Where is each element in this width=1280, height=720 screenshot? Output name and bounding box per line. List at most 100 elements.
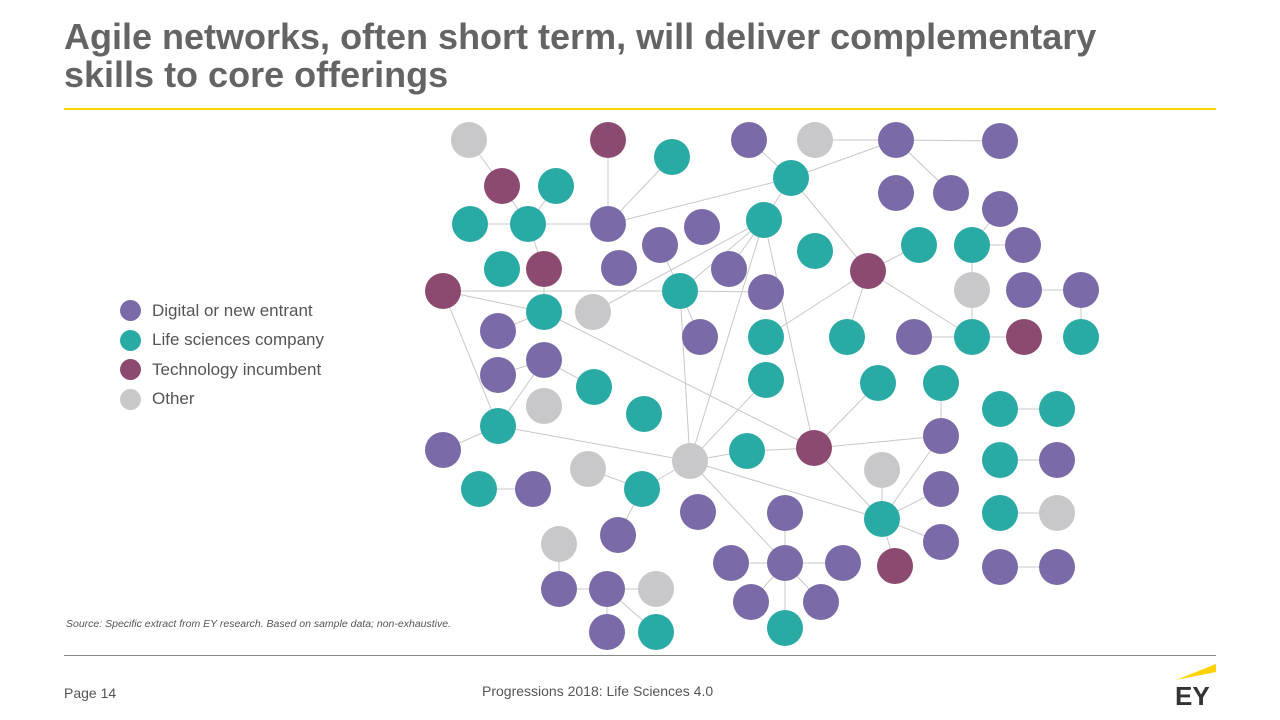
- network-node: [877, 548, 913, 584]
- network-edge: [442, 290, 499, 427]
- network-node: [954, 319, 990, 355]
- legend-swatch: [120, 329, 141, 351]
- network-node: [538, 168, 574, 204]
- network-node: [731, 122, 767, 158]
- network-node: [570, 451, 606, 487]
- network-edge: [689, 379, 767, 462]
- legend: Digital or new entrant Life sciences comp…: [120, 296, 324, 414]
- network-node: [642, 227, 678, 263]
- network-node: [575, 294, 611, 330]
- network-node: [601, 250, 637, 286]
- network-node: [825, 545, 861, 581]
- network-edge: [689, 219, 765, 462]
- network-node: [773, 160, 809, 196]
- network-node: [748, 362, 784, 398]
- network-node: [1063, 272, 1099, 308]
- source-note: Source: Specific extract from EY researc…: [66, 618, 452, 630]
- network-node: [767, 545, 803, 581]
- network-node: [1006, 319, 1042, 355]
- network-node: [1063, 319, 1099, 355]
- network-node: [982, 191, 1018, 227]
- network-node: [982, 549, 1018, 585]
- network-node: [901, 227, 937, 263]
- network-node: [748, 274, 784, 310]
- network-node: [748, 319, 784, 355]
- network-node: [541, 526, 577, 562]
- network-node: [1006, 272, 1042, 308]
- network-node: [1039, 391, 1075, 427]
- network-node: [425, 432, 461, 468]
- title: Agile networks, often short term, will d…: [64, 16, 1097, 95]
- network-node: [526, 388, 562, 424]
- network-node: [526, 342, 562, 378]
- network-node: [480, 408, 516, 444]
- network-node: [1005, 227, 1041, 263]
- network-node: [850, 253, 886, 289]
- network-node: [654, 139, 690, 175]
- network-node: [878, 122, 914, 158]
- network-node: [982, 495, 1018, 531]
- network-edge: [543, 311, 815, 449]
- network-node: [767, 495, 803, 531]
- network-node: [638, 614, 674, 650]
- network-node: [590, 206, 626, 242]
- network-edge: [790, 177, 869, 272]
- network-node: [484, 168, 520, 204]
- network-edge: [689, 460, 786, 564]
- network-node: [515, 471, 551, 507]
- network-node: [526, 294, 562, 330]
- network-node: [672, 443, 708, 479]
- network-node: [680, 494, 716, 530]
- network-node: [526, 251, 562, 287]
- network-node: [982, 123, 1018, 159]
- network-node: [954, 227, 990, 263]
- publication: Progressions 2018: Life Sciences 4.0: [482, 683, 714, 699]
- network-node: [600, 517, 636, 553]
- network-edge: [607, 177, 792, 225]
- network-node: [829, 319, 865, 355]
- network-node: [803, 584, 839, 620]
- network-edge: [763, 219, 815, 449]
- network-edge: [497, 425, 691, 462]
- network-node: [864, 501, 900, 537]
- network-node: [923, 418, 959, 454]
- network-node: [746, 202, 782, 238]
- title-rule: [64, 108, 1216, 110]
- network-node: [796, 430, 832, 466]
- network-node: [797, 233, 833, 269]
- network-node: [729, 433, 765, 469]
- network-node: [451, 122, 487, 158]
- legend-swatch: [120, 300, 141, 322]
- logo: EY: [1175, 664, 1216, 708]
- network-node: [638, 571, 674, 607]
- network-node: [711, 251, 747, 287]
- network-node: [797, 122, 833, 158]
- logo-text: EY: [1175, 681, 1210, 708]
- network-edge: [689, 460, 883, 520]
- legend-item: Other: [120, 385, 324, 415]
- legend-swatch: [120, 359, 141, 381]
- network-node: [626, 396, 662, 432]
- legend-item: Life sciences company: [120, 326, 324, 356]
- legend-item: Digital or new entrant: [120, 296, 324, 326]
- network-node: [541, 571, 577, 607]
- network-node: [461, 471, 497, 507]
- network-node: [933, 175, 969, 211]
- network-node: [982, 442, 1018, 478]
- network-node: [733, 584, 769, 620]
- legend-label: Other: [152, 389, 195, 409]
- network-edge: [765, 270, 869, 338]
- network-node: [484, 251, 520, 287]
- network-node: [923, 471, 959, 507]
- network-node: [1039, 549, 1075, 585]
- network-node: [452, 206, 488, 242]
- network-node: [684, 209, 720, 245]
- network-node: [864, 452, 900, 488]
- network-node: [589, 571, 625, 607]
- network-node: [896, 319, 932, 355]
- network-node: [954, 272, 990, 308]
- network-node: [480, 357, 516, 393]
- legend-swatch: [120, 388, 141, 410]
